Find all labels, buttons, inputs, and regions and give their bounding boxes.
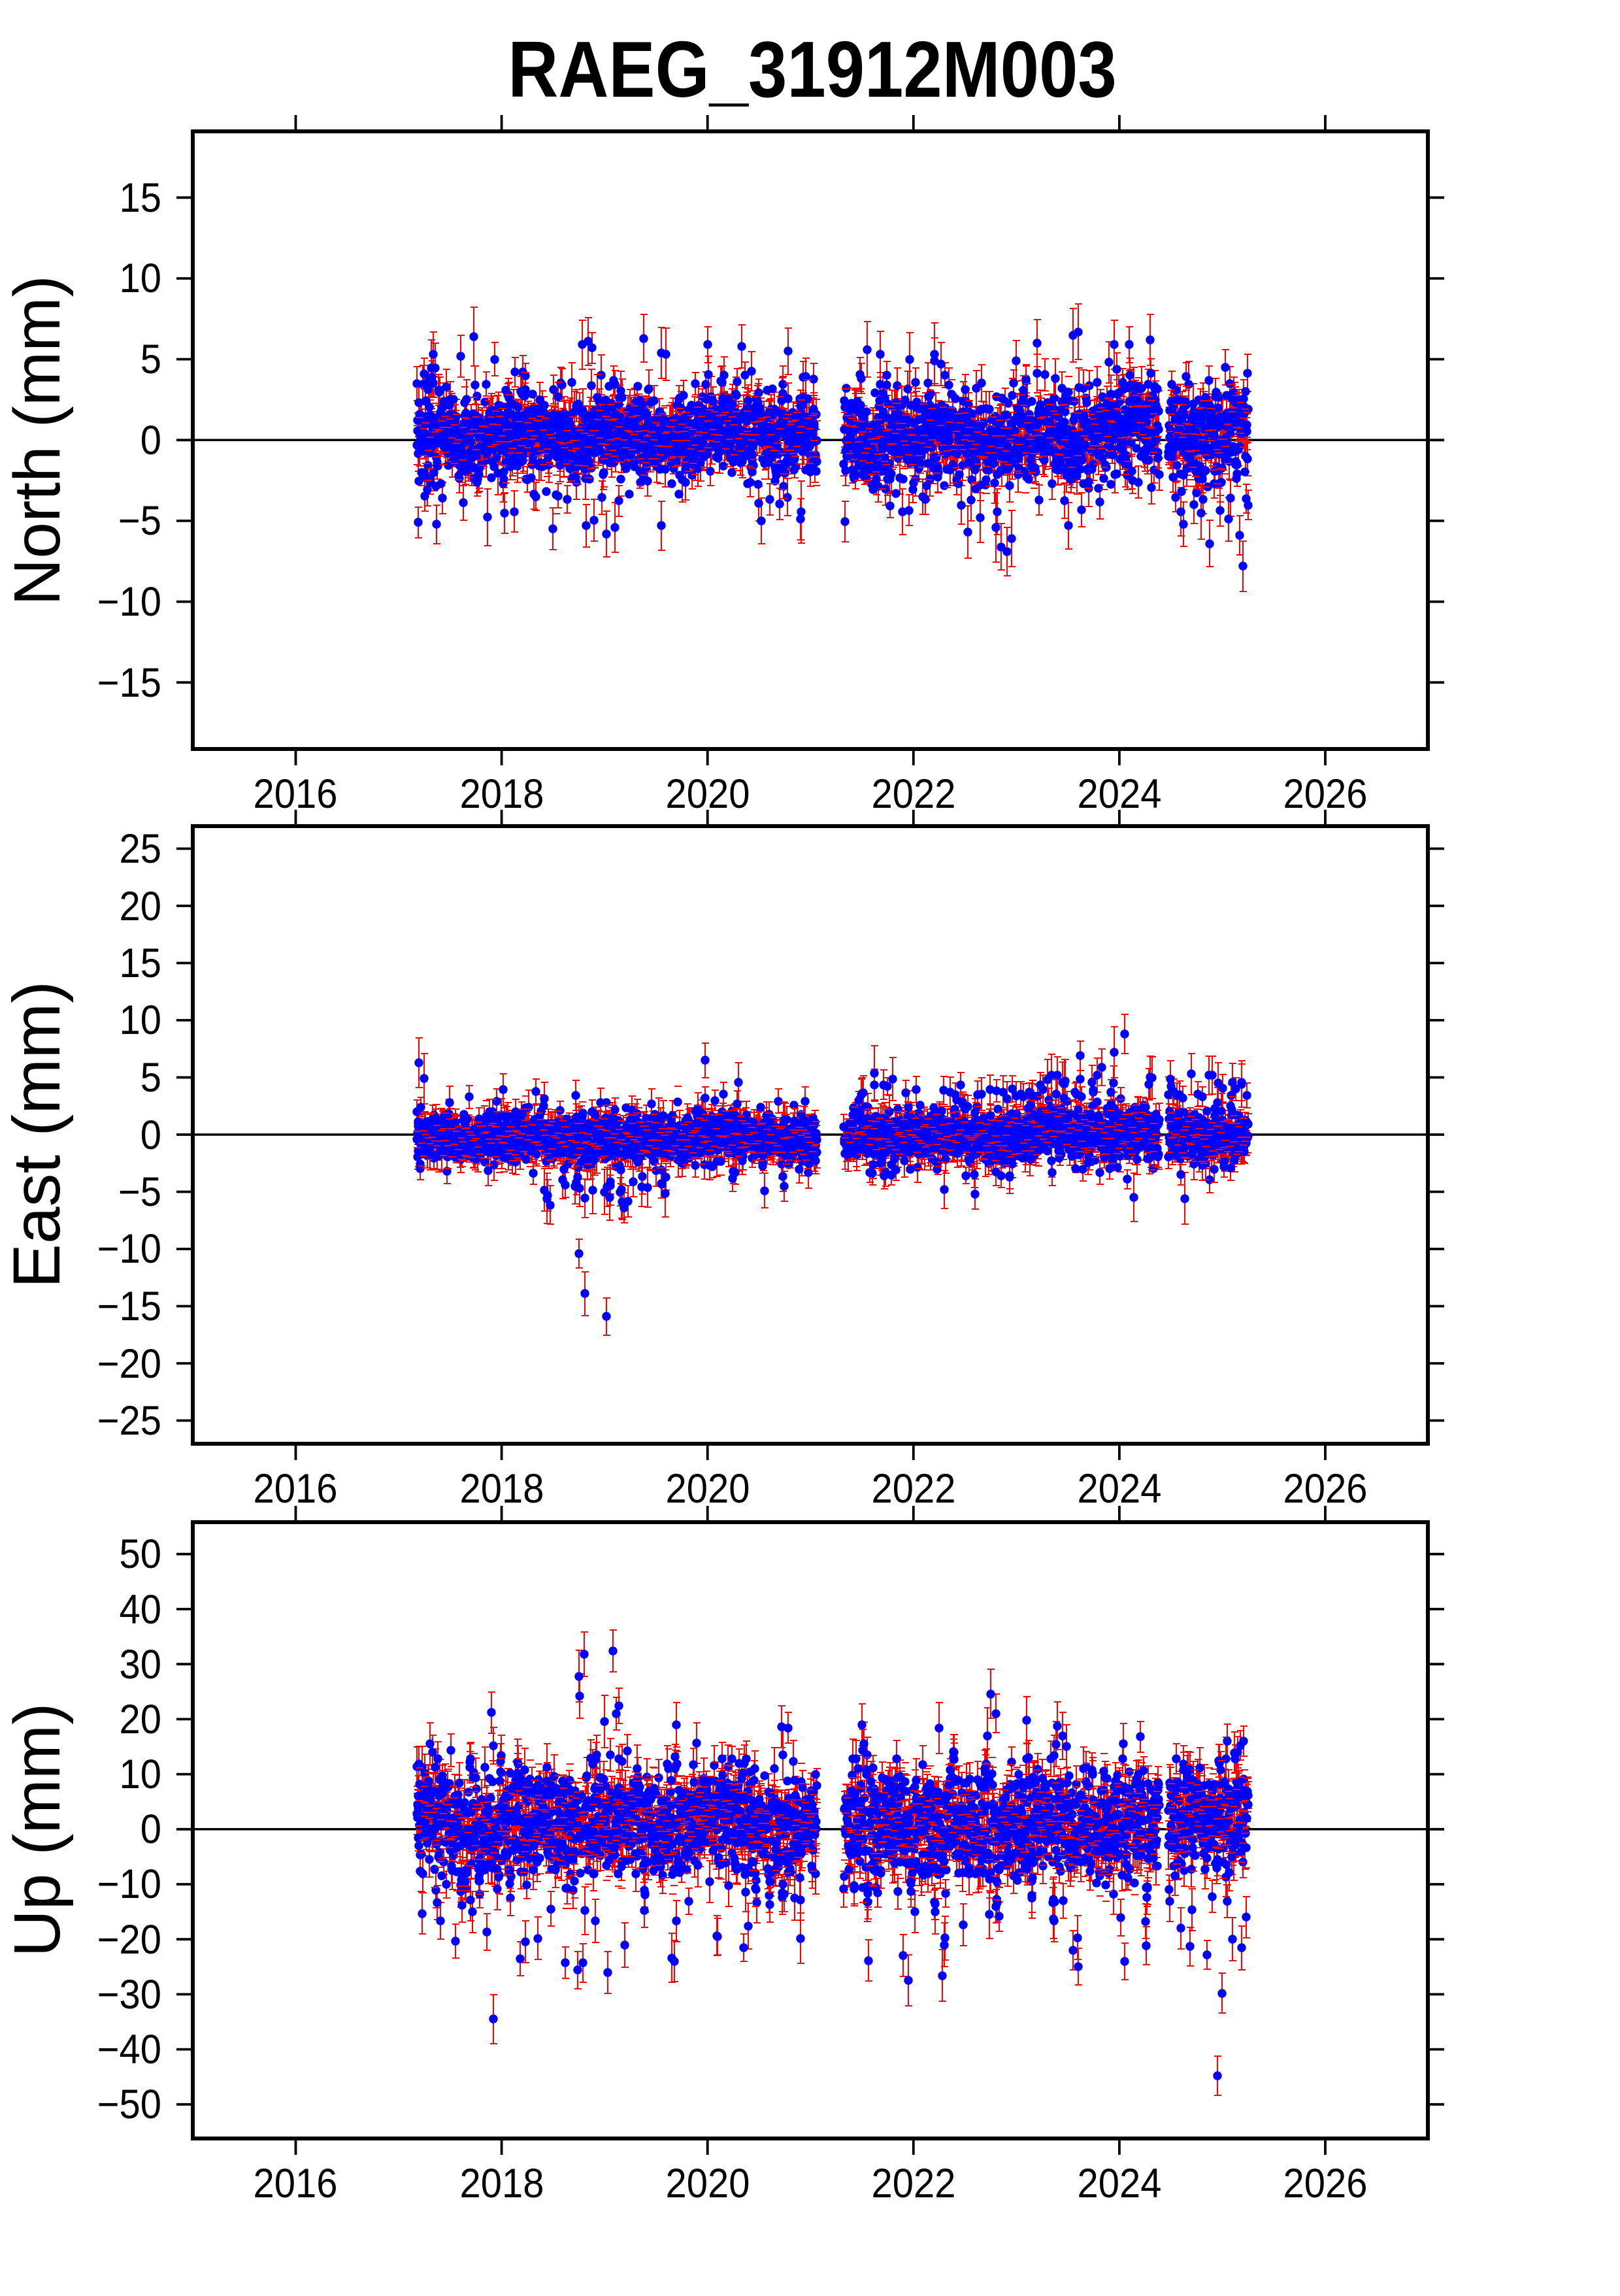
svg-text:Up (mm): Up (mm): [1, 1703, 74, 1957]
svg-text:40: 40: [120, 1586, 161, 1633]
svg-text:2018: 2018: [460, 1465, 544, 1512]
svg-text:2020: 2020: [666, 1465, 750, 1512]
svg-text:−50: −50: [97, 2081, 161, 2127]
svg-text:2026: 2026: [1283, 1465, 1368, 1512]
svg-text:2018: 2018: [460, 2160, 544, 2206]
svg-text:0: 0: [141, 417, 161, 463]
svg-text:−15: −15: [97, 659, 161, 706]
svg-text:15: 15: [120, 175, 161, 221]
svg-text:50: 50: [120, 1531, 161, 1577]
svg-text:−40: −40: [97, 2026, 161, 2072]
svg-text:0: 0: [141, 1112, 161, 1158]
svg-text:−10: −10: [97, 1225, 161, 1272]
svg-text:2020: 2020: [666, 2160, 750, 2206]
svg-text:2022: 2022: [872, 771, 956, 817]
svg-text:−10: −10: [97, 578, 161, 625]
svg-text:−5: −5: [118, 1169, 161, 1215]
svg-text:−30: −30: [97, 1971, 161, 2018]
svg-text:RAEG_31912M003: RAEG_31912M003: [508, 25, 1117, 114]
svg-text:East (mm): East (mm): [0, 981, 74, 1288]
svg-text:15: 15: [120, 940, 161, 986]
svg-text:10: 10: [120, 1751, 161, 1797]
svg-text:−25: −25: [97, 1397, 161, 1444]
svg-text:−5: −5: [118, 497, 161, 544]
svg-text:2016: 2016: [254, 2160, 338, 2206]
svg-text:2022: 2022: [872, 2160, 956, 2206]
svg-text:20: 20: [120, 1696, 161, 1742]
svg-text:2024: 2024: [1078, 771, 1162, 817]
svg-text:30: 30: [120, 1641, 161, 1688]
svg-text:10: 10: [120, 255, 161, 301]
svg-text:2026: 2026: [1283, 2160, 1368, 2206]
svg-text:20: 20: [120, 883, 161, 929]
svg-text:North (mm): North (mm): [1, 275, 74, 606]
svg-text:2024: 2024: [1078, 2160, 1162, 2206]
svg-text:2022: 2022: [872, 1465, 956, 1512]
svg-text:−20: −20: [97, 1916, 161, 1963]
svg-text:2016: 2016: [254, 771, 338, 817]
svg-text:2018: 2018: [460, 771, 544, 817]
svg-text:10: 10: [120, 997, 161, 1043]
svg-text:5: 5: [141, 1054, 161, 1101]
svg-text:2016: 2016: [254, 1465, 338, 1512]
svg-text:2026: 2026: [1283, 771, 1368, 817]
svg-text:25: 25: [120, 825, 161, 872]
svg-text:−15: −15: [97, 1283, 161, 1329]
svg-text:2020: 2020: [666, 771, 750, 817]
svg-text:2024: 2024: [1078, 1465, 1162, 1512]
svg-text:−20: −20: [97, 1340, 161, 1387]
svg-text:0: 0: [141, 1806, 161, 1852]
svg-text:5: 5: [141, 336, 161, 382]
svg-text:−10: −10: [97, 1861, 161, 1907]
